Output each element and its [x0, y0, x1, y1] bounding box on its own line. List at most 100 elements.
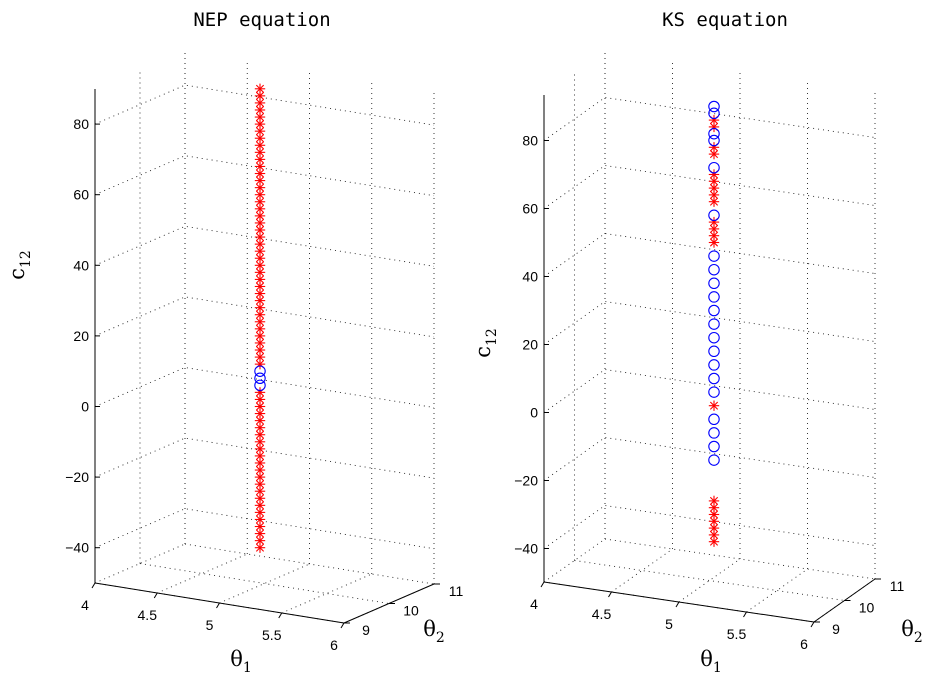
- grid-line: [94, 155, 435, 197]
- x-tick-label: 5: [206, 617, 214, 633]
- circle-marker: [708, 318, 720, 330]
- star-marker: [254, 471, 266, 483]
- y-tick-label: 9: [362, 622, 370, 638]
- z-tick-label: 0: [81, 399, 89, 415]
- star-marker: [254, 457, 266, 469]
- y-tick-label: 10: [403, 603, 419, 619]
- circle-marker: [708, 134, 720, 147]
- x-tick: [540, 581, 545, 588]
- grid-line: [574, 560, 845, 601]
- star-marker: [708, 522, 720, 534]
- ks-ylabel: θ2: [901, 617, 923, 646]
- x-tick: [216, 602, 220, 609]
- star-marker: [254, 217, 266, 229]
- y-tick-label: 10: [859, 600, 875, 616]
- x-tick-label: 6: [800, 636, 808, 652]
- y-tick-label: 9: [832, 621, 840, 637]
- star-marker: [254, 90, 266, 102]
- star-marker: [254, 147, 266, 158]
- circle-marker: [708, 277, 720, 290]
- circle-marker: [708, 372, 720, 385]
- z-tick-label: 40: [522, 269, 538, 285]
- circle-marker: [708, 331, 720, 344]
- grid-line: [281, 573, 372, 614]
- star-marker: [254, 154, 266, 165]
- grid-line: [94, 437, 435, 479]
- circle-marker: [254, 372, 266, 385]
- x-tick-label: 5.5: [262, 627, 282, 643]
- circle-marker: [708, 386, 720, 398]
- star-marker: [254, 274, 266, 285]
- grid-line: [678, 558, 741, 603]
- x-tick-label: 4: [530, 596, 538, 612]
- z-tick-label: 20: [73, 328, 89, 344]
- circle-marker: [708, 107, 720, 120]
- circle-marker: [708, 304, 720, 317]
- grid-line: [94, 508, 435, 550]
- ks-zlabel: c12: [471, 328, 500, 358]
- z-tick-label: −20: [514, 473, 538, 489]
- x-tick: [743, 611, 747, 618]
- grid-line: [184, 543, 435, 585]
- x-tick-label: 5.5: [727, 626, 747, 642]
- z-tick-label: 60: [522, 201, 538, 217]
- z-tick-label: −40: [65, 540, 89, 556]
- circle-marker: [254, 379, 266, 392]
- x-tick: [91, 582, 96, 589]
- star-marker: [708, 189, 720, 201]
- star-marker: [708, 176, 720, 187]
- star-marker: [254, 125, 266, 137]
- x-tick-label: 5: [665, 616, 673, 632]
- grid-line: [611, 548, 673, 593]
- star-marker: [254, 429, 266, 440]
- z-tick-label: 20: [522, 337, 538, 353]
- star-marker: [254, 133, 266, 144]
- z-tick-label: −40: [514, 541, 538, 557]
- star-marker: [708, 230, 720, 241]
- star-marker: [708, 495, 720, 507]
- nep-xlabel: θ1: [230, 647, 252, 676]
- z-tick-label: 80: [73, 116, 89, 132]
- circle-marker: [708, 291, 720, 303]
- circle-marker: [708, 127, 720, 140]
- y-tick-label: 11: [890, 578, 905, 594]
- z-tick-label: 60: [73, 187, 89, 203]
- circle-marker: [708, 345, 720, 358]
- z-tick-label: 40: [73, 257, 89, 273]
- circle-marker: [708, 427, 720, 439]
- star-marker: [254, 140, 266, 151]
- ks-panel: KS equation 80 60 40 20 0 −20 −40 4 4.5 5 5.5 6 9 10 1…: [471, 9, 923, 676]
- grid-line: [94, 225, 435, 267]
- x-tick: [340, 622, 345, 629]
- ks-xlabel: θ1: [700, 647, 722, 676]
- grid-line: [604, 538, 876, 580]
- circle-marker: [708, 263, 720, 276]
- circle-marker: [708, 100, 720, 113]
- grid-line: [139, 563, 390, 604]
- star-marker: [254, 295, 266, 306]
- x-tick: [278, 612, 283, 619]
- x-tick: [810, 621, 815, 628]
- x-tick-label: 4: [81, 597, 89, 613]
- z-tick-label: 0: [530, 405, 538, 421]
- x-tick: [675, 601, 680, 608]
- circle-marker: [708, 359, 720, 371]
- x-tick-label: 4.5: [592, 606, 612, 622]
- circle-marker: [708, 413, 720, 426]
- star-marker: [254, 238, 266, 250]
- star-marker: [254, 224, 266, 236]
- grid-line: [157, 553, 248, 594]
- circle-marker: [254, 365, 266, 377]
- nep-title: NEP equation: [193, 9, 330, 31]
- z-tick-label: 80: [522, 133, 538, 149]
- x-tick: [153, 592, 158, 599]
- star-marker: [254, 302, 266, 313]
- x-tick: [608, 591, 612, 598]
- x-tick-label: 6: [330, 637, 338, 653]
- grid-line: [543, 233, 876, 277]
- circle-marker: [708, 209, 720, 222]
- star-marker: [254, 83, 266, 94]
- grid-line: [94, 84, 435, 126]
- star-marker: [254, 443, 266, 455]
- nep-panel: NEP equation 80 60 40 20 0 −20 −40 4 4.5 5 5.5 6 9 10…: [5, 9, 463, 676]
